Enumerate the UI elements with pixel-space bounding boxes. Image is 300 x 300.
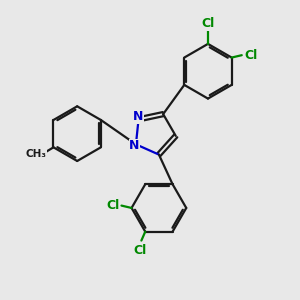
Text: CH₃: CH₃ xyxy=(26,149,47,159)
Text: Cl: Cl xyxy=(244,49,257,62)
Text: Cl: Cl xyxy=(106,199,119,212)
Text: Cl: Cl xyxy=(201,17,214,31)
Text: N: N xyxy=(129,139,140,152)
Text: N: N xyxy=(134,110,144,124)
Text: Cl: Cl xyxy=(133,244,146,257)
